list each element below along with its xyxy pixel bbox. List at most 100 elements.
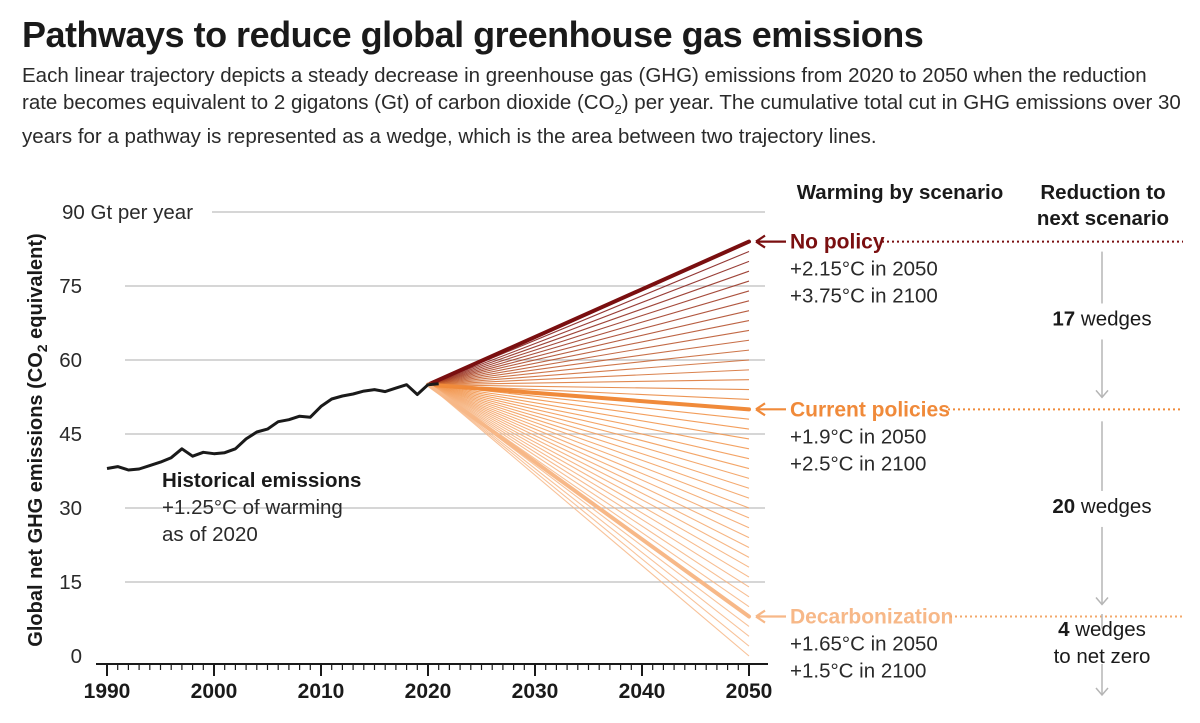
historical-emissions-line (106, 382, 439, 472)
y-tick-label: 15 (59, 571, 82, 594)
trajectory-lines (427, 250, 750, 657)
trajectory-line (427, 384, 750, 657)
reduction-count: 4 (1058, 618, 1070, 641)
trajectory-line (427, 384, 750, 489)
reduction-arrowhead (1095, 597, 1109, 606)
x-axis: 1990 2000 2010 2020 2030 2040 2050 (84, 663, 773, 703)
trajectory-line (427, 384, 750, 470)
trajectory-line (427, 384, 750, 548)
scenario-line-2 (426, 382, 751, 619)
reduction-label: 20 wedges (1052, 495, 1151, 518)
trajectory-line (427, 384, 750, 440)
reduction-column-header-2: next scenario (1037, 207, 1169, 230)
reduction-column-header-1: Reduction to (1040, 181, 1165, 204)
scenario-warming-2100: +2.5°C in 2100 (790, 452, 926, 475)
x-tick-label: 2030 (512, 680, 559, 703)
y-axis-label-main: Global net GHG emissions (CO (25, 352, 47, 647)
x-tick-label: 2010 (298, 680, 345, 703)
trajectory-line (427, 384, 750, 450)
scenario-warming-2100: +3.75°C in 2100 (790, 285, 938, 308)
trajectory-line (427, 270, 750, 386)
trajectory-line (427, 260, 750, 386)
y-axis-label: Global net GHG emissions (CO2 equivalent… (25, 233, 50, 646)
trajectory-line (427, 379, 750, 386)
trajectory-line (427, 384, 750, 519)
trajectory-line (427, 384, 750, 479)
reduction-unit: wedges (1075, 307, 1151, 330)
scenario-name: Decarbonization (790, 606, 953, 629)
reduction-arrowhead (1095, 389, 1109, 399)
chart-title: Pathways to reduce global greenhouse gas… (22, 14, 924, 55)
trajectory-line (427, 384, 750, 499)
trajectory-line (427, 280, 750, 386)
x-tick-label: 2000 (191, 680, 238, 703)
x-tick-label: 1990 (84, 680, 131, 703)
trajectory-line (427, 384, 750, 598)
y-tick-label: 0 (71, 645, 82, 668)
scenario-lines (426, 239, 751, 619)
historical-layer (106, 382, 439, 472)
scenario-warming-2050: +1.65°C in 2050 (790, 633, 938, 656)
trajectory-line (427, 384, 750, 637)
subtitle-text-1: Each linear trajectory depicts a steady … (22, 64, 1147, 114)
reduction-note: to net zero (1054, 645, 1151, 668)
subtitle-subscript: 2 (614, 102, 622, 118)
warming-column-header: Warming by scenario (797, 181, 1004, 204)
trajectory-line (427, 384, 750, 647)
historical-annotation-line1: +1.25°C of warming (162, 496, 343, 519)
trajectory-line (427, 384, 750, 568)
historical-annotation-title: Historical emissions (162, 469, 361, 492)
trajectory-line (427, 319, 750, 386)
trajectory-line (427, 339, 750, 386)
trajectory-line (427, 384, 750, 391)
scenario-warming-2050: +2.15°C in 2050 (790, 258, 938, 281)
trajectory-line (427, 300, 750, 386)
trajectory-line (427, 384, 750, 588)
scenario-name: No policy (790, 231, 885, 254)
trajectory-line (427, 384, 750, 460)
reduction-unit: wedges (1070, 618, 1146, 641)
scenario-warming-2050: +1.9°C in 2050 (790, 425, 926, 448)
trajectory-line (427, 384, 750, 509)
y-axis-label-sub: 2 (34, 344, 50, 352)
trajectory-line (427, 384, 750, 558)
trajectory-line (427, 384, 750, 578)
chart-subtitle: Each linear trajectory depicts a steady … (22, 62, 1182, 150)
trajectory-line (427, 290, 750, 386)
trajectory-line (427, 310, 750, 386)
reduction-label: 4 wedges (1058, 618, 1146, 641)
y-tick-label: 75 (59, 275, 82, 298)
y-tick-label: 90 Gt per year (62, 201, 193, 224)
trajectory-line (427, 384, 750, 430)
scenario-line-0 (426, 239, 751, 387)
scenario-arrow (755, 609, 786, 624)
scenario-line-1 (426, 382, 751, 412)
scenario-panel: No policy +2.15°C in 2050 +3.75°C in 2100 C… (755, 231, 1183, 697)
trajectory-line (427, 329, 750, 386)
historical-annotation-line2: as of 2020 (162, 523, 258, 546)
reduction-arrowhead (1095, 687, 1109, 697)
trajectory-line (427, 359, 750, 386)
x-tick-label: 2040 (619, 680, 666, 703)
y-axis-label-end: equivalent) (25, 233, 47, 344)
reduction-count: 17 (1052, 307, 1075, 330)
scenario-warming-2100: +1.5°C in 2100 (790, 660, 926, 683)
y-tick-labels: 0 15 30 45 60 75 90 Gt per year (59, 201, 193, 668)
trajectory-line (427, 384, 750, 529)
trajectory-line (427, 349, 750, 386)
y-tick-label: 30 (59, 497, 82, 520)
y-tick-label: 60 (59, 349, 82, 372)
trajectory-line (427, 369, 750, 386)
scenario-arrow (755, 402, 786, 417)
scenario-name: Current policies (790, 398, 950, 421)
y-tick-label: 45 (59, 423, 82, 446)
subtitle-text-2: ) per year. The cumulative total cut in … (22, 91, 1181, 149)
x-tick-label: 2050 (726, 680, 773, 703)
x-tick-label: 2020 (405, 680, 452, 703)
reduction-unit: wedges (1075, 495, 1151, 518)
trajectory-line (427, 384, 750, 539)
reduction-label: 17 wedges (1052, 307, 1151, 330)
historical-annotation: Historical emissions +1.25°C of warming … (162, 469, 361, 546)
reduction-count: 20 (1052, 495, 1075, 518)
